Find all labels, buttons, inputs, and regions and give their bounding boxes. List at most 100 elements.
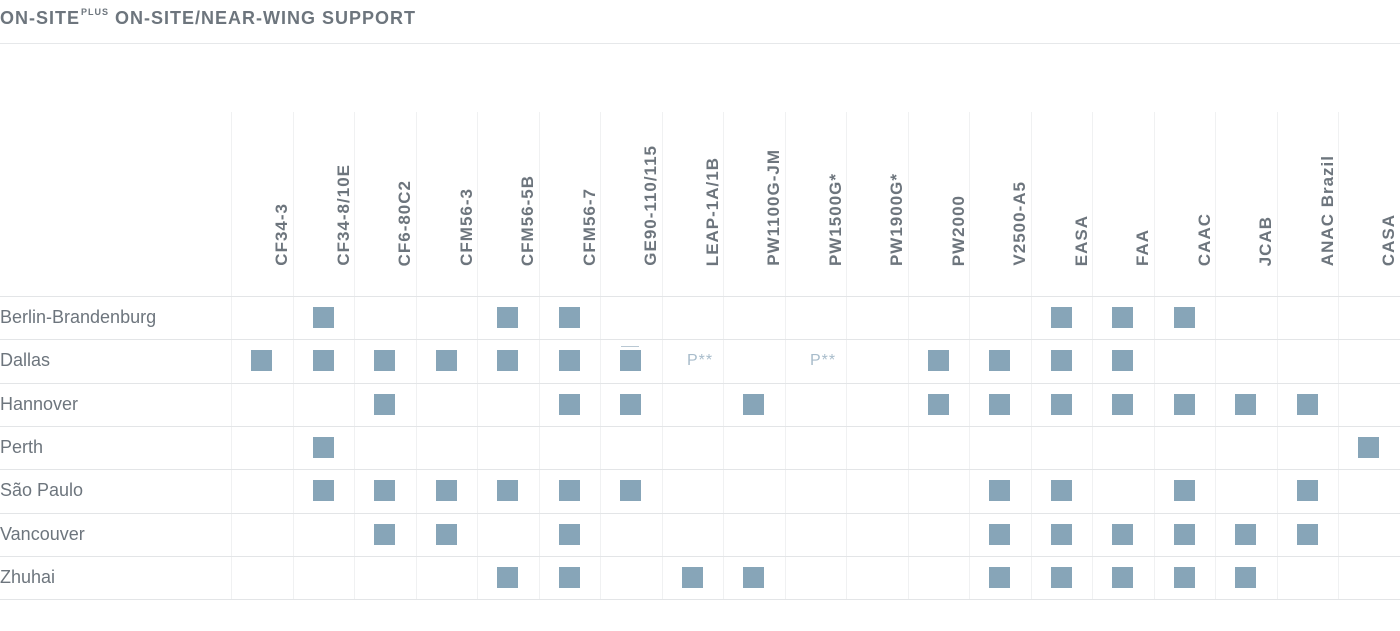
- column-separator: [1031, 112, 1032, 599]
- row-label: São Paulo: [0, 480, 84, 500]
- support-marker: [374, 480, 395, 501]
- column-separator: [908, 112, 909, 599]
- column-header-label: CFM56-5B: [518, 174, 537, 266]
- support-marker: [620, 394, 641, 415]
- row-label: Hannover: [0, 394, 79, 414]
- row-divider: [0, 296, 1400, 297]
- column-separator: [723, 112, 724, 599]
- pending-marker: P**: [810, 352, 837, 369]
- row-label: Zhuhai: [0, 567, 56, 587]
- column-header: CF6-80C2: [354, 112, 416, 296]
- support-marker: [436, 480, 457, 501]
- support-marker: [559, 567, 580, 588]
- column-header: JCAB: [1215, 112, 1277, 296]
- column-header: V2500-A5: [969, 112, 1031, 296]
- support-marker: [436, 524, 457, 545]
- support-marker: [1112, 394, 1133, 415]
- column-separator: [477, 112, 478, 599]
- support-marker: [743, 567, 764, 588]
- column-header: CF34-3: [231, 112, 293, 296]
- support-marker: [989, 350, 1010, 371]
- column-header: PW1500G*: [785, 112, 847, 296]
- support-marker: [928, 394, 949, 415]
- support-marker: [989, 567, 1010, 588]
- support-marker: [1297, 394, 1318, 415]
- support-marker: [1174, 307, 1195, 328]
- column-header: CAAC: [1154, 112, 1216, 296]
- column-separator: [1277, 112, 1278, 599]
- support-marker: [497, 567, 518, 588]
- column-separator: [846, 112, 847, 599]
- support-marker: [313, 307, 334, 328]
- column-separator: [231, 112, 232, 599]
- support-marker: [251, 350, 272, 371]
- footnote-mark: [621, 346, 639, 347]
- support-marker: [497, 350, 518, 371]
- column-header-label: CF6-80C2: [395, 179, 414, 266]
- title-rest: ON-SITE/NEAR-WING SUPPORT: [109, 8, 417, 28]
- row-divider: [0, 426, 1400, 427]
- support-marker: [374, 524, 395, 545]
- support-marker: [1112, 350, 1133, 371]
- column-header: CASA: [1338, 112, 1400, 296]
- column-header-label: PW1900G*: [887, 172, 906, 266]
- support-marker: [1235, 394, 1256, 415]
- column-header: EASA: [1031, 112, 1093, 296]
- column-separator: [969, 112, 970, 599]
- column-separator: [416, 112, 417, 599]
- support-marker: [989, 524, 1010, 545]
- row-divider: [0, 599, 1400, 600]
- support-marker: [1174, 394, 1195, 415]
- column-separator: [600, 112, 601, 599]
- support-marker: [559, 307, 580, 328]
- support-marker: [1297, 524, 1318, 545]
- support-marker: [1051, 394, 1072, 415]
- column-header: PW1100G-JM: [723, 112, 785, 296]
- column-header: PW2000: [908, 112, 970, 296]
- column-separator: [354, 112, 355, 599]
- support-marker: [1051, 350, 1072, 371]
- support-marker: [313, 437, 334, 458]
- column-header-label: JCAB: [1256, 215, 1275, 266]
- column-separator: [539, 112, 540, 599]
- support-marker: [1051, 480, 1072, 501]
- support-marker: [1051, 567, 1072, 588]
- support-marker: [436, 350, 457, 371]
- column-header: LEAP-1A/1B: [662, 112, 724, 296]
- column-header: FAA: [1092, 112, 1154, 296]
- support-marker: [1174, 567, 1195, 588]
- support-marker: [559, 480, 580, 501]
- column-separator: [1338, 112, 1339, 599]
- column-separator: [293, 112, 294, 599]
- row-divider: [0, 513, 1400, 514]
- support-marker: [559, 394, 580, 415]
- support-marker: [743, 394, 764, 415]
- row-label: Perth: [0, 437, 44, 457]
- support-marker: [1174, 480, 1195, 501]
- support-marker: [559, 350, 580, 371]
- column-header-label: CASA: [1379, 213, 1398, 266]
- row-label: Dallas: [0, 350, 51, 370]
- support-marker: [1112, 524, 1133, 545]
- pending-marker: P**: [687, 352, 714, 369]
- column-header-label: PW1100G-JM: [764, 149, 783, 266]
- row-divider: [0, 469, 1400, 470]
- support-marker: [989, 480, 1010, 501]
- support-marker: [620, 480, 641, 501]
- support-marker: [1112, 567, 1133, 588]
- column-separator: [1215, 112, 1216, 599]
- title-divider: [0, 43, 1400, 44]
- support-marker: [1235, 524, 1256, 545]
- column-separator: [785, 112, 786, 599]
- column-header-label: CF34-8/10E: [334, 164, 353, 266]
- column-header-label: GE90-110/115: [641, 145, 660, 266]
- column-header-label: EASA: [1072, 214, 1091, 266]
- column-header-label: LEAP-1A/1B: [703, 156, 722, 266]
- support-marker: [1112, 307, 1133, 328]
- column-separator: [1154, 112, 1155, 599]
- column-header: CFM56-5B: [477, 112, 539, 296]
- column-header-label: ANAC Brazil: [1318, 154, 1337, 266]
- support-marker: [682, 567, 703, 588]
- column-header-label: CFM56-3: [457, 188, 476, 266]
- column-header-label: CAAC: [1195, 212, 1214, 266]
